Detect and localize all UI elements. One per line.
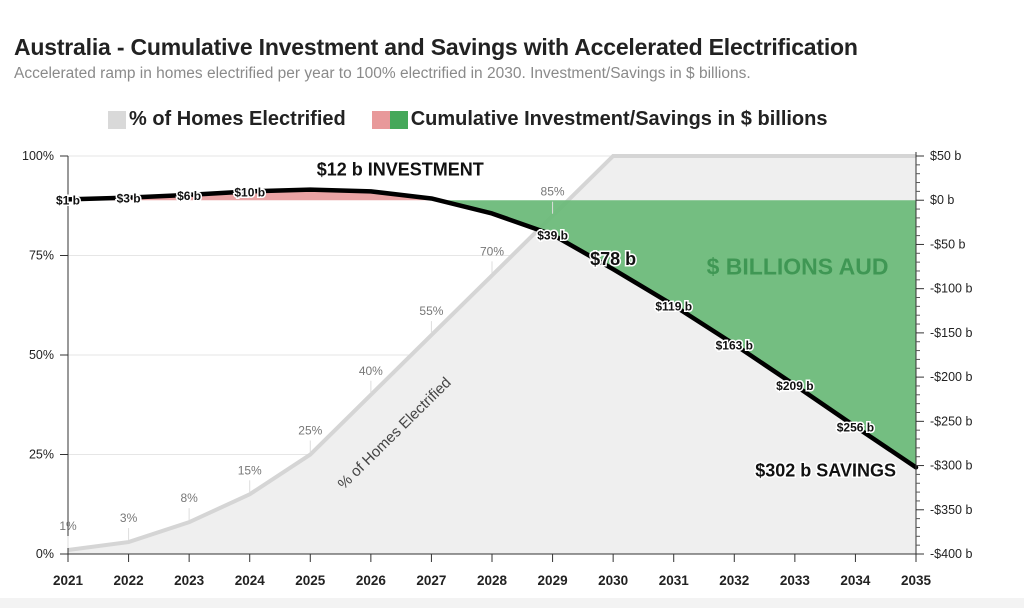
bottom-strip	[0, 598, 1024, 608]
dollar-point-label: $119 b	[655, 299, 692, 313]
dollar-point-label: $1 b	[56, 193, 80, 207]
x-tick-label: 2022	[114, 573, 144, 588]
x-tick-label: 2026	[356, 573, 387, 588]
dollar-point-label: $256 b	[837, 421, 874, 435]
legend-item-homes-electrified[interactable]: % of Homes Electrified	[108, 108, 346, 131]
y-right-tick-label: -$350 b	[930, 503, 972, 517]
x-tick-label: 2031	[659, 573, 690, 588]
chart-title: Australia - Cumulative Investment and Sa…	[14, 34, 858, 60]
x-tick-label: 2029	[538, 573, 568, 588]
x-tick-label: 2023	[174, 573, 205, 588]
legend-swatch-green	[389, 110, 408, 129]
legend-item-investment-savings[interactable]: Cumulative Investment/Savings in $ billi…	[371, 108, 828, 131]
y-left-tick-label: 25%	[29, 448, 54, 462]
x-tick-label: 2035	[901, 573, 932, 588]
y-right-tick-label: $0 b	[930, 193, 954, 207]
chart-subtitle: Accelerated ramp in homes electrified pe…	[14, 65, 751, 82]
annotation-78b: $78 b	[590, 249, 636, 269]
y-left-tick-label: 100%	[22, 149, 54, 163]
x-tick-label: 2021	[53, 573, 84, 588]
pct-point-label: 70%	[480, 244, 504, 258]
investment-savings-line	[65, 187, 919, 470]
x-tick-label: 2033	[780, 573, 811, 588]
pct-point-label: 3%	[120, 511, 138, 525]
pct-point-label: 40%	[359, 364, 383, 378]
pct-point-label: 15%	[238, 463, 262, 477]
x-tick-label: 2027	[416, 573, 446, 588]
pct-point-label: 1%	[59, 519, 77, 533]
dollar-point-label: $163 b	[716, 338, 753, 352]
legend-swatch-grey	[108, 110, 126, 129]
legend-label-investment-savings: Cumulative Investment/Savings in $ billi…	[410, 108, 828, 130]
y-right-tick-label: -$300 b	[930, 459, 972, 473]
y-left-tick-label: 50%	[29, 348, 54, 362]
pct-point-label: 55%	[419, 304, 443, 318]
y-right-tick-label: -$100 b	[930, 282, 972, 296]
pct-point-label: 8%	[180, 491, 198, 505]
pct-point-label: 85%	[541, 185, 565, 199]
chart-legend: % of Homes Electrified Cumulative Invest…	[108, 108, 854, 131]
pct-point-label: 25%	[298, 424, 322, 438]
dollar-point-label: $39 b	[537, 229, 568, 243]
dollar-point-label: $6 b	[177, 189, 201, 203]
x-tick-label: 2028	[477, 573, 508, 588]
x-tick-label: 2032	[719, 573, 749, 588]
annotation-savings: $302 b SAVINGS	[755, 460, 896, 480]
dollar-point-label: $10 b	[234, 185, 265, 199]
y-left-tick-label: 0%	[36, 547, 54, 561]
y-right-tick-label: -$50 b	[930, 237, 965, 251]
y-right-tick-label: -$200 b	[930, 370, 972, 384]
annotation-billions-aud: $ BILLIONS AUD	[707, 254, 889, 280]
x-tick-label: 2030	[598, 573, 628, 588]
dollar-point-label: $209 b	[776, 379, 813, 393]
x-tick-label: 2025	[295, 573, 326, 588]
homes-electrified-line	[67, 154, 916, 553]
savings-area	[438, 200, 916, 468]
x-tick-label: 2024	[235, 573, 266, 588]
y-right-tick-label: $50 b	[930, 149, 961, 163]
legend-swatch-red	[371, 110, 390, 129]
x-tick-label: 2034	[840, 573, 871, 588]
legend-label-homes-electrified: % of Homes Electrified	[129, 108, 346, 130]
y-right-tick-label: -$150 b	[930, 326, 972, 340]
annotation-investment: $12 b INVESTMENT	[317, 160, 484, 180]
y-left-tick-label: 75%	[29, 249, 54, 263]
y-right-tick-label: -$250 b	[930, 414, 972, 428]
dollar-point-label: $3 b	[117, 192, 141, 206]
y-right-tick-label: -$400 b	[930, 547, 972, 561]
